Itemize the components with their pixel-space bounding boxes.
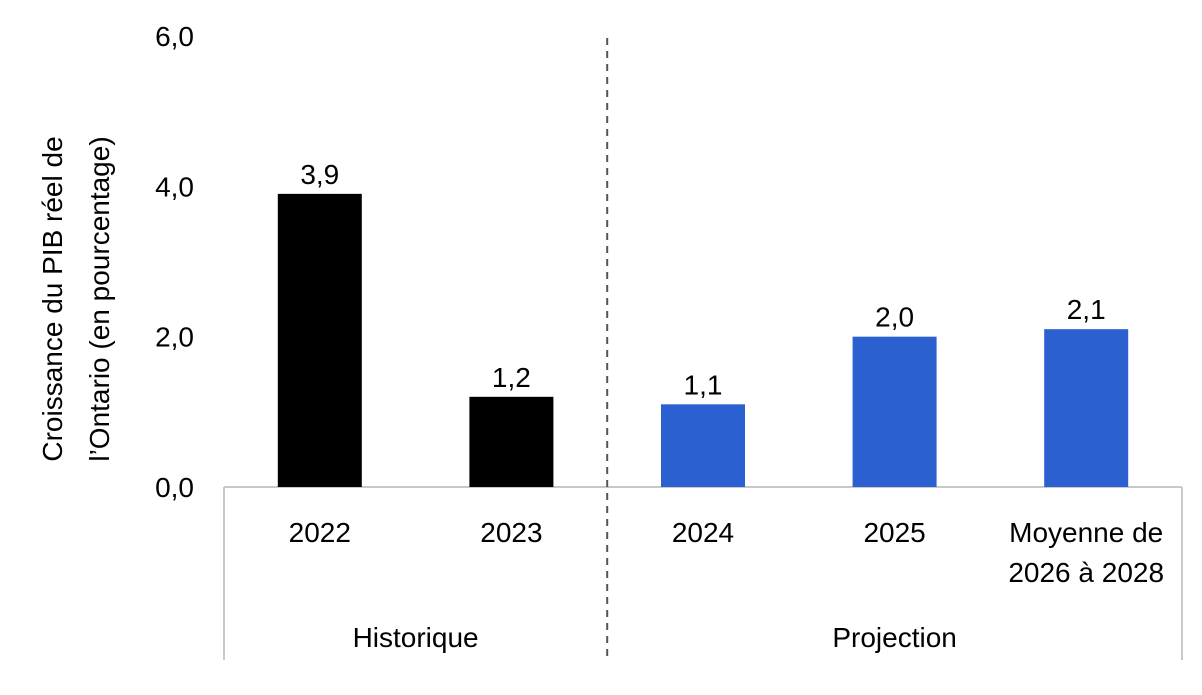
- bar: [852, 336, 937, 487]
- x-axis-category-labels: 2022 2023 2024 2025 Moyenne de 2026 à 2028: [289, 517, 1164, 588]
- bar-value-label: 2,1: [1067, 294, 1106, 325]
- x-category-label: Moyenne de: [1009, 517, 1163, 548]
- group-label: Historique: [353, 622, 479, 653]
- bar: [469, 396, 554, 487]
- data-labels: 3,9 1,2 1,1 2,0 2,1: [300, 159, 1105, 400]
- x-category-label: 2024: [672, 517, 734, 548]
- y-axis-ticks: 0,0 2,0 4,0 6,0: [155, 21, 194, 503]
- bar: [277, 193, 362, 487]
- y-tick-label: 4,0: [155, 171, 194, 202]
- y-tick-label: 0,0: [155, 472, 194, 503]
- bar-value-label: 1,2: [492, 362, 531, 393]
- bar-value-label: 2,0: [875, 302, 914, 333]
- y-tick-label: 2,0: [155, 322, 194, 353]
- x-category-label: 2025: [863, 517, 925, 548]
- x-category-label: 2022: [289, 517, 351, 548]
- group-label: Projection: [832, 622, 957, 653]
- y-axis-title-line: l’Ontario (en pourcentage): [84, 136, 115, 461]
- bar-value-label: 3,9: [300, 159, 339, 190]
- x-category-label: 2026 à 2028: [1008, 557, 1164, 588]
- bar: [1044, 329, 1129, 487]
- x-axis-group-labels: Historique Projection: [353, 622, 957, 653]
- y-axis-title-line: Croissance du PIB réel de: [37, 136, 68, 461]
- bar: [661, 404, 745, 487]
- x-category-label: 2023: [480, 517, 542, 548]
- bar-value-label: 1,1: [684, 369, 723, 400]
- bars: [277, 193, 1129, 487]
- y-axis-title: Croissance du PIB réel de l’Ontario (en p…: [37, 136, 115, 461]
- y-tick-label: 6,0: [155, 21, 194, 52]
